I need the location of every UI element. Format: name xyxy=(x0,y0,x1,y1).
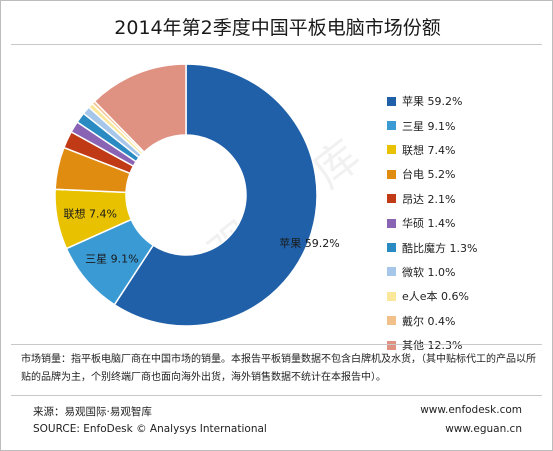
slice-1 xyxy=(113,63,318,327)
legend-swatch xyxy=(387,218,396,228)
slice-labels: 苹果 59.2% 三星 9.1% 联想 7.4% xyxy=(64,206,340,265)
legend-item: 酷比魔方 1.3% xyxy=(387,235,547,259)
source-cn: 来源：易观国际·易观智库 xyxy=(33,406,152,418)
url-enfodesk[interactable]: www.enfodesk.com xyxy=(420,404,522,416)
legend-label: 联想 7.4% xyxy=(402,143,456,157)
legend-item: 联想 7.4% xyxy=(387,138,547,162)
legend-label: 微软 1.0% xyxy=(402,265,456,279)
legend-label: 昂达 2.1% xyxy=(402,192,456,206)
legend-swatch xyxy=(387,316,396,326)
slice-11 xyxy=(93,63,187,154)
note-divider xyxy=(11,344,542,345)
legend-label: 酷比魔方 1.3% xyxy=(402,241,478,255)
legend-item: 华硕 1.4% xyxy=(387,211,547,235)
source-divider xyxy=(11,395,542,396)
legend-label: 戴尔 0.4% xyxy=(402,314,456,328)
legend-item: 台电 5.2% xyxy=(387,162,547,186)
slice-label-3: 联想 7.4% xyxy=(64,206,117,220)
slice-label-1: 苹果 59.2% xyxy=(279,236,339,250)
legend-label: 三星 9.1% xyxy=(402,119,456,133)
footnote: 市场销量：指平板电脑厂商在中国市场的销量。本报告平板销量数据不包含白牌机及水货，… xyxy=(21,354,536,383)
legend-swatch xyxy=(387,96,396,106)
legend-item: 微软 1.0% xyxy=(387,260,547,284)
legend-item: e人e本 0.6% xyxy=(387,284,547,308)
legend-swatch xyxy=(387,121,396,131)
legend-item: 三星 9.1% xyxy=(387,113,547,137)
legend-label: 华硕 1.4% xyxy=(402,217,456,231)
chart-title: 2014年第2季度中国平板电脑市场份额 xyxy=(114,17,441,39)
legend-item: 苹果 59.2% xyxy=(387,89,547,113)
legend-swatch xyxy=(387,340,396,350)
source-en: SOURCE: EnfoDesk © Analysys Internationa… xyxy=(33,423,267,435)
legend-label: 其他 12.3% xyxy=(402,339,463,353)
legend-label: 台电 5.2% xyxy=(402,168,456,182)
legend: 苹果 59.2% 三星 9.1% 联想 7.4% 台电 5.2% 昂达 2.1% 华硕 1… xyxy=(387,89,547,357)
legend-swatch xyxy=(387,145,396,155)
legend-item: 其他 12.3% xyxy=(387,333,547,357)
legend-swatch xyxy=(387,169,396,179)
url-eguan[interactable]: www.eguan.cn xyxy=(445,423,522,435)
donut-chart: 苹果 59.2% 三星 9.1% 联想 7.4% xyxy=(54,63,340,327)
title-divider xyxy=(11,44,542,45)
legend-item: 戴尔 0.4% xyxy=(387,309,547,333)
legend-label: 苹果 59.2% xyxy=(402,95,463,109)
donut-slices xyxy=(54,63,318,327)
legend-swatch xyxy=(387,267,396,277)
legend-item: 昂达 2.1% xyxy=(387,187,547,211)
legend-swatch xyxy=(387,291,396,301)
legend-swatch xyxy=(387,243,396,253)
legend-swatch xyxy=(387,194,396,204)
slice-label-2: 三星 9.1% xyxy=(85,252,138,265)
legend-label: e人e本 0.6% xyxy=(402,290,469,304)
